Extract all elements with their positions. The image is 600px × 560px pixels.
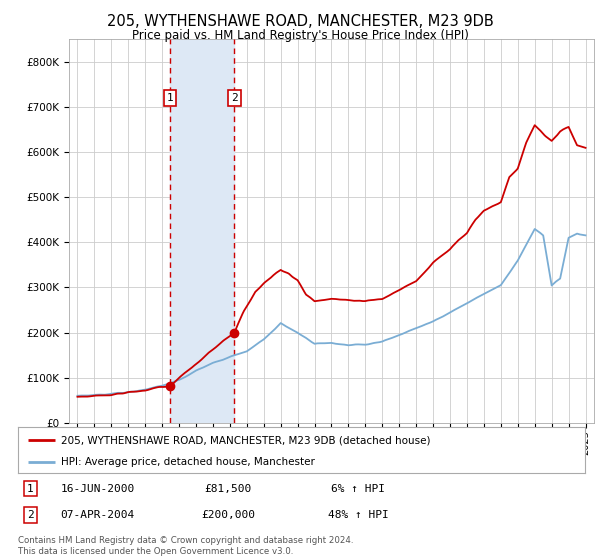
Text: 205, WYTHENSHAWE ROAD, MANCHESTER, M23 9DB: 205, WYTHENSHAWE ROAD, MANCHESTER, M23 9…	[107, 14, 493, 29]
Text: 1: 1	[27, 484, 34, 493]
Text: 6% ↑ HPI: 6% ↑ HPI	[331, 484, 385, 493]
Text: 1: 1	[167, 93, 173, 103]
Text: 48% ↑ HPI: 48% ↑ HPI	[328, 510, 389, 520]
Text: 07-APR-2004: 07-APR-2004	[60, 510, 134, 520]
Text: 205, WYTHENSHAWE ROAD, MANCHESTER, M23 9DB (detached house): 205, WYTHENSHAWE ROAD, MANCHESTER, M23 9…	[61, 435, 430, 445]
Text: 2: 2	[27, 510, 34, 520]
Text: 16-JUN-2000: 16-JUN-2000	[60, 484, 134, 493]
Text: 2: 2	[231, 93, 238, 103]
Text: £200,000: £200,000	[201, 510, 255, 520]
Text: £81,500: £81,500	[204, 484, 251, 493]
Text: Price paid vs. HM Land Registry's House Price Index (HPI): Price paid vs. HM Land Registry's House …	[131, 29, 469, 42]
Text: HPI: Average price, detached house, Manchester: HPI: Average price, detached house, Manc…	[61, 457, 314, 466]
Text: Contains HM Land Registry data © Crown copyright and database right 2024.
This d: Contains HM Land Registry data © Crown c…	[18, 536, 353, 556]
Bar	[170, 39, 235, 423]
